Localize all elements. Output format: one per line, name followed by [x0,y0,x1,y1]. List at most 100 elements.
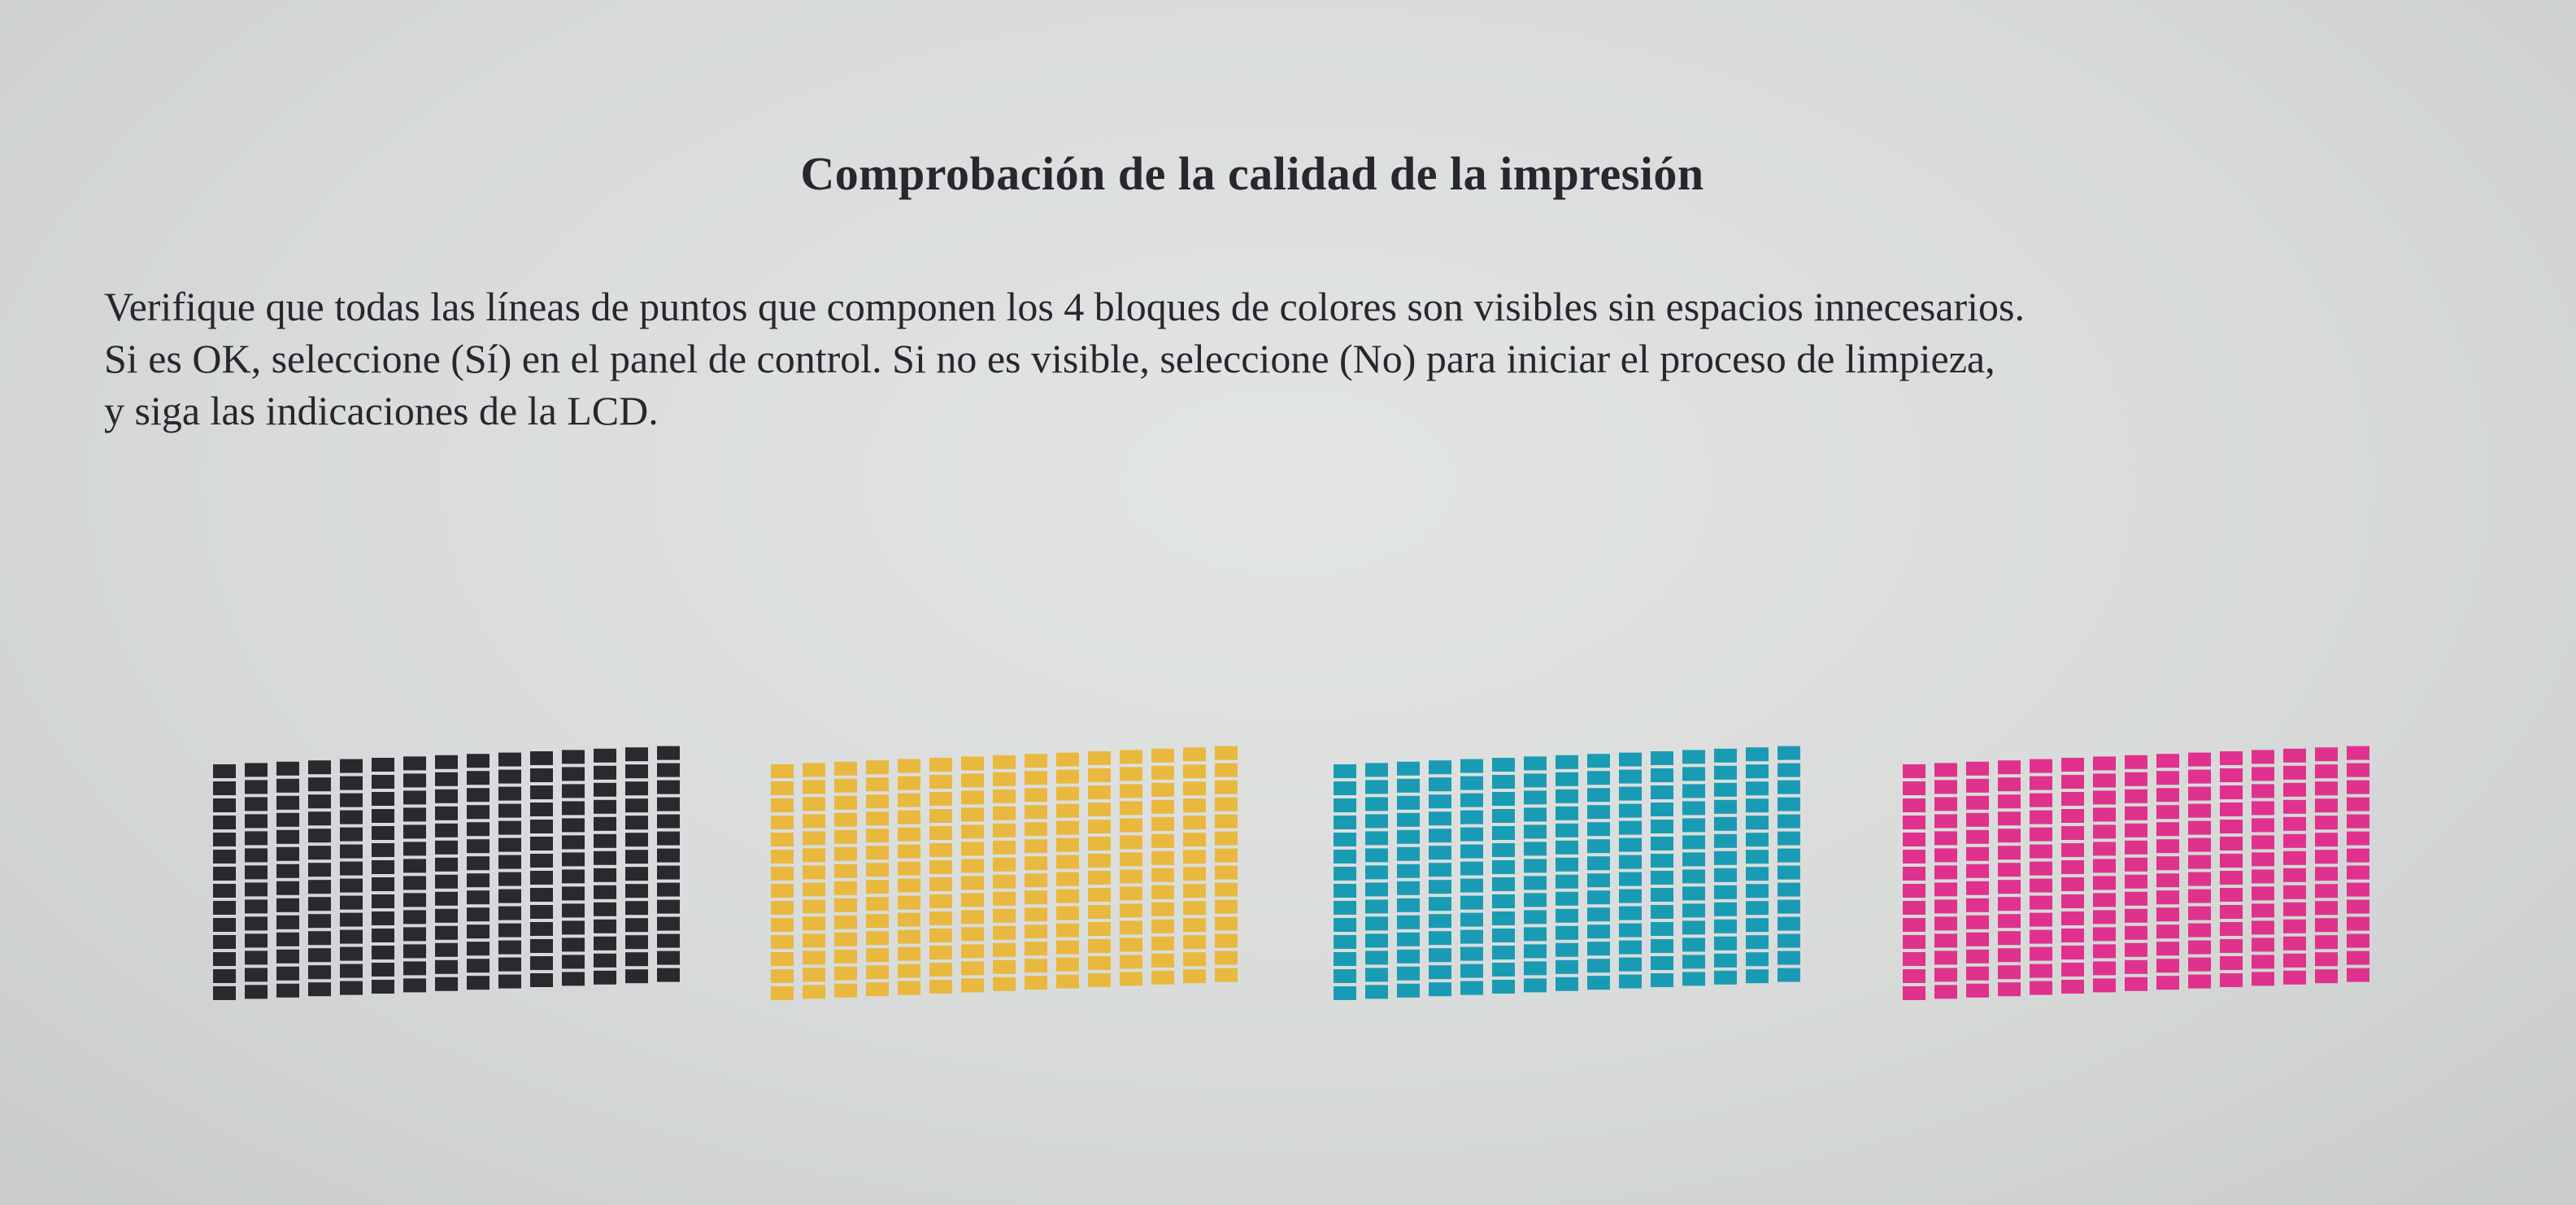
nozzle-dot [1151,919,1174,933]
nozzle-dot [771,986,794,1000]
nozzle-dot [435,789,458,803]
nozzle-dot [1151,782,1174,797]
nozzle-dot [1682,903,1705,918]
nozzle-dot [276,898,299,912]
nozzle-dot [1429,965,1451,980]
nozzle-dot [1714,970,1737,985]
nozzle-dot [929,963,952,977]
nozzle-dot [1151,765,1174,780]
nozzle-dot [308,794,331,809]
nozzle-dot [1746,850,1769,864]
nozzle-column [2188,752,2211,989]
nozzle-dot [834,881,857,895]
nozzle-dot [771,781,794,795]
nozzle-dot [1397,932,1420,946]
nozzle-dot [2315,850,2338,864]
nozzle-dot [1365,985,1388,999]
nozzle-dot [435,908,458,923]
instruction-line: y siga las indicaciones de la LCD. [104,388,659,433]
nozzle-column [562,750,585,986]
nozzle-dot [213,764,236,778]
nozzle-dot [1682,801,1705,816]
nozzle-dot [276,983,299,998]
nozzle-dot [1334,901,1356,915]
nozzle-dot [1334,850,1356,864]
nozzle-dot [1966,881,1989,895]
nozzle-dot [1492,929,1515,942]
nozzle-dot [1778,899,1800,914]
nozzle-dot [1714,885,1737,899]
nozzle-dot [245,763,268,777]
nozzle-dot [1998,948,2021,963]
nozzle-dot [2220,871,2243,885]
nozzle-dot [2093,910,2116,924]
nozzle-dot [1429,811,1451,826]
nozzle-dot [308,914,331,929]
nozzle-dot [562,818,585,833]
nozzle-dot [372,877,394,891]
nozzle-dot [961,910,984,924]
nozzle-dot [372,809,394,823]
nozzle-dot [2030,776,2052,790]
nozzle-dot [340,810,363,824]
nozzle-dot [2093,824,2116,839]
nozzle-dot [1934,848,1957,863]
nozzle-dot [530,973,553,987]
nozzle-dot [1492,809,1515,823]
nozzle-dot [2093,773,2116,788]
nozzle-dot [1778,797,1800,811]
nozzle-dot [2347,916,2369,931]
nozzle-dot [2093,790,2116,805]
nozzle-column [834,761,857,998]
nozzle-dot [1998,777,2021,792]
nozzle-dot [1365,831,1388,846]
nozzle-dot [2188,889,2211,903]
nozzle-dot [1492,963,1515,977]
nozzle-dot [1056,803,1079,818]
nozzle-dot [1120,869,1142,884]
nozzle-dot [1397,864,1420,878]
nozzle-dot [435,857,458,872]
nozzle-dot [898,878,920,893]
nozzle-dot [2030,810,2052,824]
nozzle-column [2125,755,2147,991]
nozzle-dot [1025,754,1047,768]
nozzle-column [213,764,236,1000]
nozzle-dot [657,797,680,811]
nozzle-dot [961,927,984,942]
nozzle-dot [929,758,952,772]
nozzle-dot [594,833,616,848]
nozzle-dot [1429,760,1451,775]
nozzle-dot [403,859,426,873]
nozzle-dot [2252,920,2274,935]
nozzle-dot [1556,857,1578,872]
nozzle-dot [1966,915,1989,929]
nozzle-dot [276,864,299,878]
nozzle-dot [562,886,585,901]
nozzle-dot [1778,831,1800,846]
nozzle-dot [2252,767,2274,781]
nozzle-dot [276,846,299,861]
nozzle-dot [2283,868,2306,882]
nozzle-dot [213,781,236,795]
nozzle-dot [1619,803,1642,818]
nozzle-dot [1619,837,1642,852]
nozzle-dot [2188,752,2211,767]
nozzle-dot [2252,903,2274,918]
nozzle-dot [1334,986,1356,1000]
nozzle-dot [1524,859,1547,873]
nozzle-dot [1714,936,1737,951]
nozzle-dot [1397,983,1420,998]
nozzle-dot [1587,942,1610,956]
nozzle-dot [1365,848,1388,863]
nozzle-dot [276,966,299,981]
nozzle-dot [276,829,299,844]
page-title: Comprobación de la calidad de la impresi… [800,147,1704,200]
nozzle-dot [1215,916,1238,931]
nozzle-dot [1556,942,1578,957]
nozzle-dot [2125,840,2147,855]
nozzle-dot [1429,948,1451,963]
nozzle-dot [929,929,952,942]
nozzle-dot [1215,797,1238,811]
nozzle-dot [340,759,363,773]
